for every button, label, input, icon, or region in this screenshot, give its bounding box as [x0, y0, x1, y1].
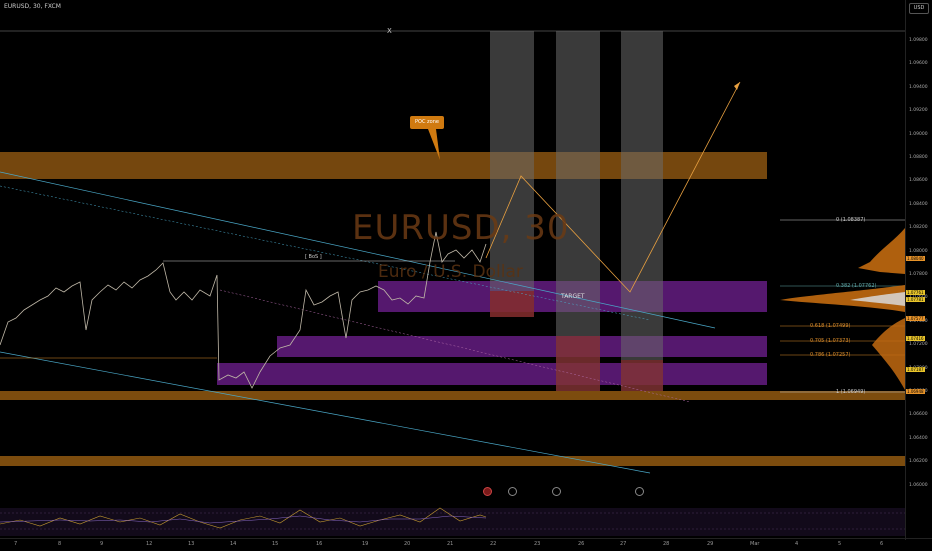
time-band-2 [556, 31, 600, 391]
channel-line-lower [0, 351, 651, 474]
time-axis-label: 15 [272, 541, 279, 547]
price-tag: 1.07781 [906, 297, 925, 302]
cross-marker[interactable]: X [387, 27, 392, 35]
volume-profile-lower [872, 318, 905, 390]
time-axis-label: 14 [230, 541, 237, 547]
projection-path [485, 81, 741, 293]
time-axis-label: 5 [838, 541, 842, 547]
time-band-1 [490, 31, 534, 317]
volume-profile-highlight [850, 292, 905, 306]
time-axis-label: 22 [490, 541, 497, 547]
fib-label-618: 0.618 (1.07499) [810, 323, 851, 329]
price-tag: 1.07416 [906, 336, 925, 341]
price-tag: 1.08040 [906, 256, 925, 261]
symbol-header[interactable]: EURUSD, 30, FXCM [4, 3, 61, 10]
fib-label-382: 0.382 (1.07762) [836, 283, 877, 289]
price-axis-label: 1.09800 [909, 38, 928, 43]
time-axis-label: 27 [620, 541, 627, 547]
time-axis-label: 13 [188, 541, 195, 547]
fib-label-705: 0.705 (1.07373) [810, 338, 851, 344]
event-icon-1[interactable] [483, 487, 492, 496]
rsi-signal [0, 515, 487, 524]
price-axis-label: 1.09400 [909, 84, 928, 90]
price-axis-label: 1.07800 [909, 272, 928, 277]
time-axis-label: 4 [795, 541, 799, 547]
purple-zone-3 [217, 363, 767, 385]
time-axis-label: 8 [58, 541, 62, 547]
rsi-pane [0, 508, 905, 536]
red-box-1 [490, 291, 534, 317]
price-axis[interactable] [905, 0, 932, 540]
target-label[interactable]: TARGET [561, 293, 585, 300]
time-axis-label: 12 [146, 541, 153, 547]
projection-arrowhead [734, 82, 740, 90]
time-axis-label: 20 [404, 541, 411, 547]
time-axis-label: 19 [362, 541, 369, 547]
watermark-symbol: EURUSD, 30 [352, 208, 570, 248]
channel-line-pink [219, 289, 691, 403]
price-tag: 1.07187 [906, 367, 925, 372]
fib-label-786: 0.786 (1.07257) [810, 352, 851, 358]
price-axis-label: 1.08000 [909, 248, 928, 254]
price-tag: 1.07761 [906, 290, 925, 295]
volume-profile-main [780, 285, 905, 312]
price-axis-label: 1.07400 [909, 318, 928, 324]
demand-zone-1 [0, 391, 905, 400]
time-axis-label: 21 [447, 541, 454, 547]
fib-label-1: 1 (1.06949) [836, 389, 866, 395]
demand-zone-2 [0, 456, 905, 466]
price-axis-label: 1.07200 [909, 342, 928, 348]
event-icon-2[interactable] [508, 487, 517, 496]
price-axis-label: 1.06400 [909, 435, 928, 441]
channel-line-upper [0, 171, 716, 329]
time-axis-label: Mar [750, 541, 760, 547]
rsi-series [0, 507, 487, 529]
time-axis-label: 28 [663, 541, 670, 547]
time-axis-label: 9 [100, 541, 104, 547]
price-series [0, 231, 487, 389]
time-axis-label: 29 [707, 541, 714, 547]
watermark-description: Euro / U.S. Dollar [378, 262, 523, 282]
event-icon-4[interactable] [635, 487, 644, 496]
time-axis-label: 26 [578, 541, 585, 547]
price-tag: 1.06948 [906, 389, 925, 394]
price-axis-label: 1.09600 [909, 61, 928, 67]
currency-badge[interactable]: USD [909, 3, 929, 14]
price-axis-label: 1.08800 [909, 155, 928, 160]
poc-zone-label[interactable]: POC zone [410, 116, 444, 129]
time-band-3 [621, 31, 663, 391]
price-axis-label: 1.06600 [909, 412, 928, 418]
purple-zone-2 [277, 336, 767, 357]
price-axis-label: 1.06200 [909, 459, 928, 465]
time-axis-label: 7 [14, 541, 18, 547]
time-axis-label: 16 [316, 541, 323, 547]
red-box-3 [621, 360, 663, 391]
poc-callout-pointer [428, 129, 440, 160]
price-axis-label: 1.08600 [909, 178, 928, 184]
bos-label[interactable]: [ BoS ] [305, 254, 322, 260]
price-axis-label: 1.06000 [909, 482, 928, 488]
price-axis-label: 1.09000 [909, 131, 928, 137]
red-box-2 [556, 336, 600, 391]
price-tag: 1.07577 [906, 316, 925, 321]
channel-line-mid [0, 185, 651, 321]
time-axis[interactable] [0, 538, 932, 551]
volume-profile-upper [858, 228, 905, 274]
time-axis-label: 6 [880, 541, 884, 547]
price-axis-label: 1.09200 [909, 108, 928, 114]
time-axis-label: 23 [534, 541, 541, 547]
fib-label-0: 0 (1.08387) [836, 217, 866, 223]
price-axis-label: 1.08400 [909, 201, 928, 207]
price-axis-label: 1.08200 [909, 225, 928, 231]
event-icon-3[interactable] [552, 487, 561, 496]
